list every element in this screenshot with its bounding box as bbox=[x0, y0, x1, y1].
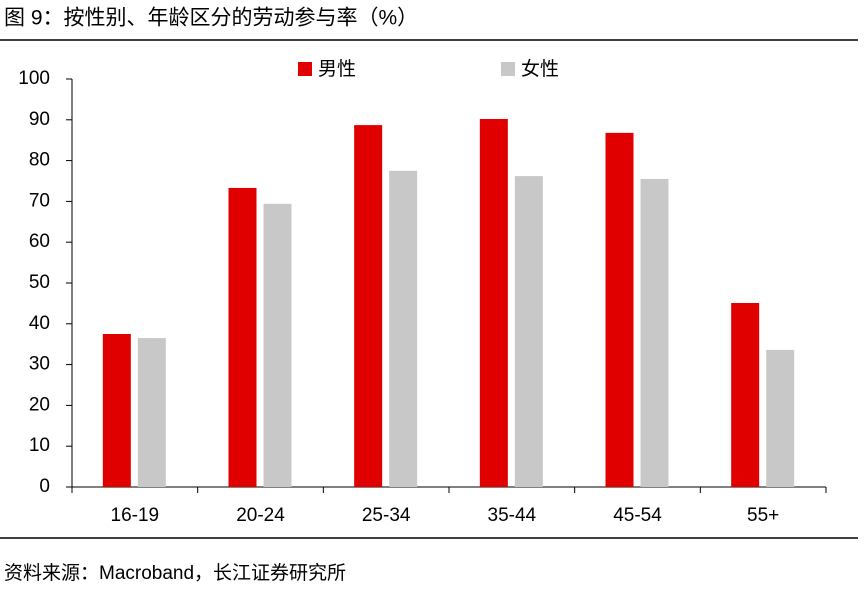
bar bbox=[137, 338, 166, 487]
y-tick-label: 50 bbox=[29, 272, 50, 293]
bar bbox=[640, 178, 669, 487]
y-tick-label: 80 bbox=[29, 150, 50, 171]
chart-title: 图 9：按性别、年龄区分的劳动参与率（%） bbox=[4, 7, 418, 30]
y-tick-label: 20 bbox=[29, 394, 50, 415]
legend-swatch bbox=[298, 62, 312, 76]
x-tick-label: 55+ bbox=[747, 505, 779, 526]
bar bbox=[766, 349, 795, 487]
legend-swatch bbox=[501, 62, 515, 76]
y-tick-label: 90 bbox=[29, 109, 50, 130]
source-note: 资料来源：Macroband，长江证券研究所 bbox=[4, 562, 346, 584]
y-tick-label: 10 bbox=[29, 435, 50, 456]
x-tick-label: 20-24 bbox=[236, 505, 285, 526]
y-tick-label: 100 bbox=[18, 68, 50, 89]
y-tick-label: 40 bbox=[29, 313, 50, 334]
y-tick-label: 70 bbox=[29, 190, 50, 211]
bar bbox=[263, 203, 292, 487]
y-tick-label: 60 bbox=[29, 231, 50, 252]
x-tick-label: 25-34 bbox=[362, 505, 411, 526]
bar bbox=[479, 118, 508, 487]
y-tick-label: 0 bbox=[39, 476, 50, 497]
x-tick-label: 45-54 bbox=[613, 505, 662, 526]
x-tick-label: 35-44 bbox=[488, 505, 537, 526]
bar bbox=[354, 125, 383, 487]
legend-label: 女性 bbox=[521, 58, 559, 80]
y-tick-label: 30 bbox=[29, 354, 50, 375]
bar bbox=[605, 132, 634, 487]
bar bbox=[389, 170, 418, 488]
bar bbox=[731, 302, 760, 487]
legend-label: 男性 bbox=[318, 58, 356, 80]
bar bbox=[514, 176, 543, 487]
bar bbox=[102, 334, 131, 487]
x-tick-label: 16-19 bbox=[111, 505, 160, 526]
bar bbox=[228, 187, 257, 487]
